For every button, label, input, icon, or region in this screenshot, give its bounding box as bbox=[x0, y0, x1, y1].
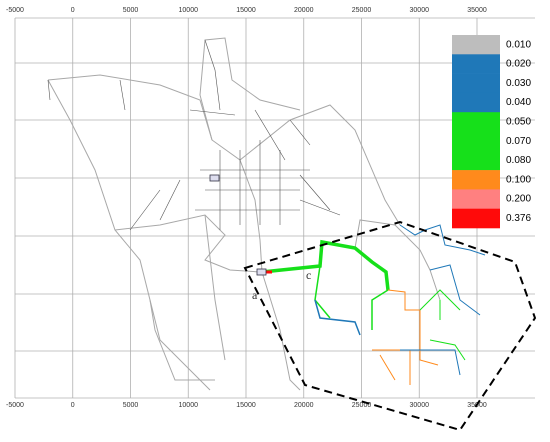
legend-swatch bbox=[452, 170, 500, 190]
legend-label: 0.030 bbox=[506, 78, 531, 89]
x-tick-label: 10000 bbox=[179, 7, 199, 14]
legend-label: 0.200 bbox=[506, 194, 531, 205]
legend-swatch bbox=[452, 35, 500, 55]
x-tick-label: 5000 bbox=[123, 7, 139, 14]
legend-label: 0.020 bbox=[506, 59, 531, 70]
highlighted-pipes bbox=[209, 174, 486, 385]
x-tick-label: 5000 bbox=[123, 402, 139, 409]
study-area bbox=[243, 220, 537, 432]
legend-swatch bbox=[452, 150, 500, 171]
x-tick-label: 35000 bbox=[467, 7, 487, 14]
x-tick-label: 25000 bbox=[352, 7, 372, 14]
legend-swatch bbox=[452, 92, 500, 113]
legend: 0.010 0.020 0.030 0.040 0.050 0.070 0.080 0.100… bbox=[452, 35, 531, 229]
legend-label: 0.080 bbox=[506, 155, 531, 166]
x-tick-label: 0 bbox=[71, 7, 75, 14]
legend-swatch bbox=[452, 54, 500, 74]
x-tick-label: 0 bbox=[71, 402, 75, 409]
x-tick-label: 15000 bbox=[236, 402, 256, 409]
x-tick-label: 20000 bbox=[294, 7, 314, 14]
legend-label: 0.050 bbox=[506, 116, 531, 127]
horizontal-grid bbox=[15, 17, 535, 399]
pipe-network bbox=[47, 37, 441, 391]
legend-label: 0.010 bbox=[506, 39, 531, 50]
x-tick-label: -5000 bbox=[6, 7, 24, 14]
legend-swatch bbox=[452, 131, 500, 152]
x-tick-label: 15000 bbox=[236, 7, 256, 14]
legend-label: 0.040 bbox=[506, 97, 531, 108]
legend-swatch bbox=[452, 73, 500, 94]
legend-label: 0.100 bbox=[506, 174, 531, 185]
x-tick-label: 10000 bbox=[179, 402, 199, 409]
x-tick-label: 20000 bbox=[294, 402, 314, 409]
x-tick-label: 25000 bbox=[352, 402, 372, 409]
x-tick-label: 30000 bbox=[410, 7, 430, 14]
x-ticks: -5000 -5000 0 0 5000 5000 10000 10000 15000 15000… bbox=[6, 7, 487, 409]
legend-label: 0.376 bbox=[506, 213, 531, 224]
x-tick-label: 30000 bbox=[410, 402, 430, 409]
legend-label: 0.070 bbox=[506, 136, 531, 147]
legend-swatch bbox=[452, 112, 500, 132]
legend-swatch bbox=[452, 189, 500, 209]
annotation: c bbox=[306, 268, 311, 282]
legend-swatch bbox=[452, 208, 500, 229]
x-tick-label: -5000 bbox=[6, 402, 24, 409]
annotation: a bbox=[252, 288, 258, 302]
